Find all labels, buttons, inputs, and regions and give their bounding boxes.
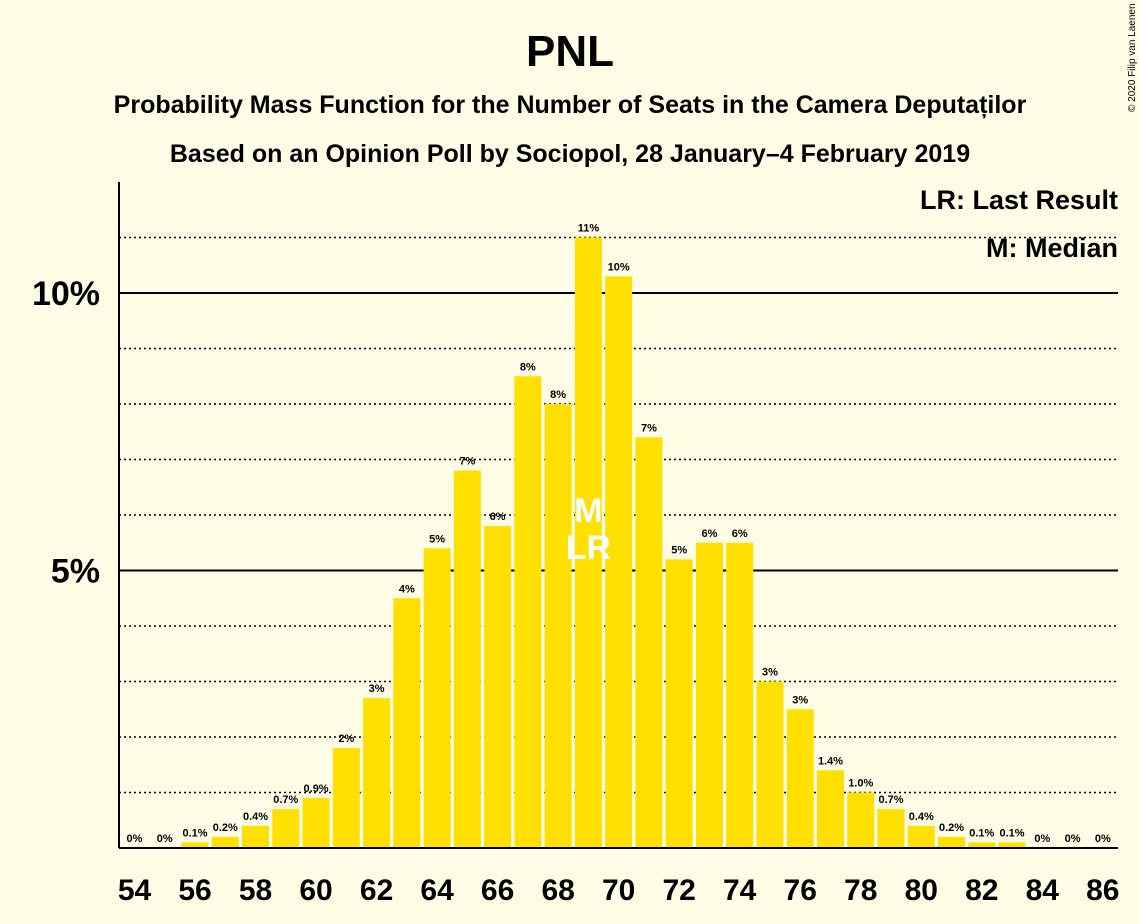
bar-56 [181, 842, 209, 848]
data-label-73: 6% [701, 528, 717, 540]
bar-79 [877, 809, 905, 848]
bar-61 [332, 748, 360, 848]
data-label-68: 8% [550, 389, 566, 401]
x-tick-label-60: 60 [299, 874, 332, 907]
bar-72 [665, 559, 693, 848]
data-label-63: 4% [399, 583, 415, 595]
bar-77 [816, 770, 844, 848]
legend-last-result: LR: Last Result [920, 185, 1118, 215]
data-label-62: 3% [369, 683, 385, 695]
x-tick-label-64: 64 [420, 874, 454, 907]
data-label-60: 0.9% [304, 783, 329, 795]
bar-82 [968, 842, 996, 848]
bars [181, 237, 1026, 849]
data-label-82: 0.1% [969, 827, 994, 839]
data-label-58: 0.4% [243, 811, 268, 823]
bar-71 [635, 437, 663, 848]
bar-58 [242, 825, 270, 848]
data-label-67: 8% [520, 361, 536, 373]
bar-76 [786, 709, 814, 848]
data-label-74: 6% [732, 528, 748, 540]
bar-64 [423, 548, 451, 848]
data-label-65: 7% [459, 456, 475, 468]
data-label-85: 0% [1065, 833, 1081, 845]
x-tick-labels: 54 56 58 60 62 64 66 68 70 72 74 76 78 80 82 84 86 [118, 874, 1120, 907]
x-tick-label-66: 66 [481, 874, 514, 907]
data-label-71: 7% [641, 422, 657, 434]
median-lr-markers: MLR [566, 492, 611, 567]
data-label-76: 3% [792, 694, 808, 706]
bar-63 [393, 598, 421, 848]
data-label-75: 3% [762, 667, 778, 679]
x-tick-label-56: 56 [178, 874, 211, 907]
bar-60 [302, 798, 330, 848]
bar-73 [695, 542, 723, 848]
y-tick-labels: 5% 10% [32, 275, 100, 591]
legend-median: M: Median [986, 233, 1118, 263]
data-label-61: 2% [338, 733, 354, 745]
x-tick-label-84: 84 [1026, 874, 1060, 907]
chart-subtitle-1: Probability Mass Function for the Number… [114, 91, 1027, 119]
x-tick-label-78: 78 [844, 874, 877, 907]
axes [118, 182, 1118, 849]
x-tick-label-86: 86 [1086, 874, 1119, 907]
data-label-86: 0% [1095, 833, 1111, 845]
bar-62 [363, 698, 391, 848]
data-label-64: 5% [429, 533, 445, 545]
data-label-66: 6% [490, 511, 506, 523]
x-tick-label-74: 74 [723, 874, 757, 907]
x-tick-label-72: 72 [662, 874, 695, 907]
copyright-notice: © 2020 Filip van Laenen [1127, 3, 1138, 112]
x-tick-label-62: 62 [360, 874, 393, 907]
bar-67 [514, 376, 542, 848]
chart-title: PNL [526, 27, 614, 76]
bar-69 [574, 237, 602, 848]
data-label-81: 0.2% [939, 822, 964, 834]
bar-59 [272, 809, 300, 848]
x-tick-label-70: 70 [602, 874, 635, 907]
data-label-55: 0% [157, 833, 173, 845]
data-label-56: 0.1% [182, 827, 207, 839]
data-label-80: 0.4% [909, 811, 934, 823]
data-label-54: 0% [127, 833, 143, 845]
bar-68 [544, 404, 572, 848]
data-label-57: 0.2% [213, 822, 238, 834]
bar-66 [484, 526, 512, 848]
last-result-marker: LR [566, 529, 611, 567]
bar-70 [605, 276, 633, 849]
data-label-59: 0.7% [273, 794, 298, 806]
data-label-78: 1.0% [848, 778, 873, 790]
data-label-77: 1.4% [818, 755, 843, 767]
x-tick-label-80: 80 [905, 874, 938, 907]
data-label-70: 10% [608, 261, 630, 273]
x-tick-label-76: 76 [784, 874, 817, 907]
bar-78 [847, 792, 875, 848]
x-tick-label-54: 54 [118, 874, 152, 907]
data-label-72: 5% [671, 544, 687, 556]
chart-subtitle-2: Based on an Opinion Poll by Sociopol, 28… [170, 140, 970, 168]
x-tick-label-68: 68 [541, 874, 574, 907]
x-tick-label-58: 58 [239, 874, 272, 907]
data-label-79: 0.7% [878, 794, 903, 806]
bar-75 [756, 681, 784, 848]
data-label-83: 0.1% [1000, 827, 1025, 839]
bar-74 [726, 542, 754, 848]
data-label-69: 11% [578, 223, 600, 235]
x-tick-label-82: 82 [965, 874, 998, 907]
bar-81 [938, 836, 966, 848]
bar-80 [907, 825, 935, 848]
y-tick-label-10: 10% [32, 275, 100, 313]
bar-57 [211, 836, 239, 848]
bar-65 [453, 470, 481, 848]
data-label-84: 0% [1034, 833, 1050, 845]
bar-83 [998, 842, 1026, 848]
y-tick-label-5: 5% [51, 553, 100, 591]
median-marker: M [574, 492, 602, 530]
data-labels: 0% 0% 0.1% 0.2% 0.4% 0.7% 0.9% 2% 3% 4% 5% 7% 6% 8% 8%… [127, 223, 1111, 846]
